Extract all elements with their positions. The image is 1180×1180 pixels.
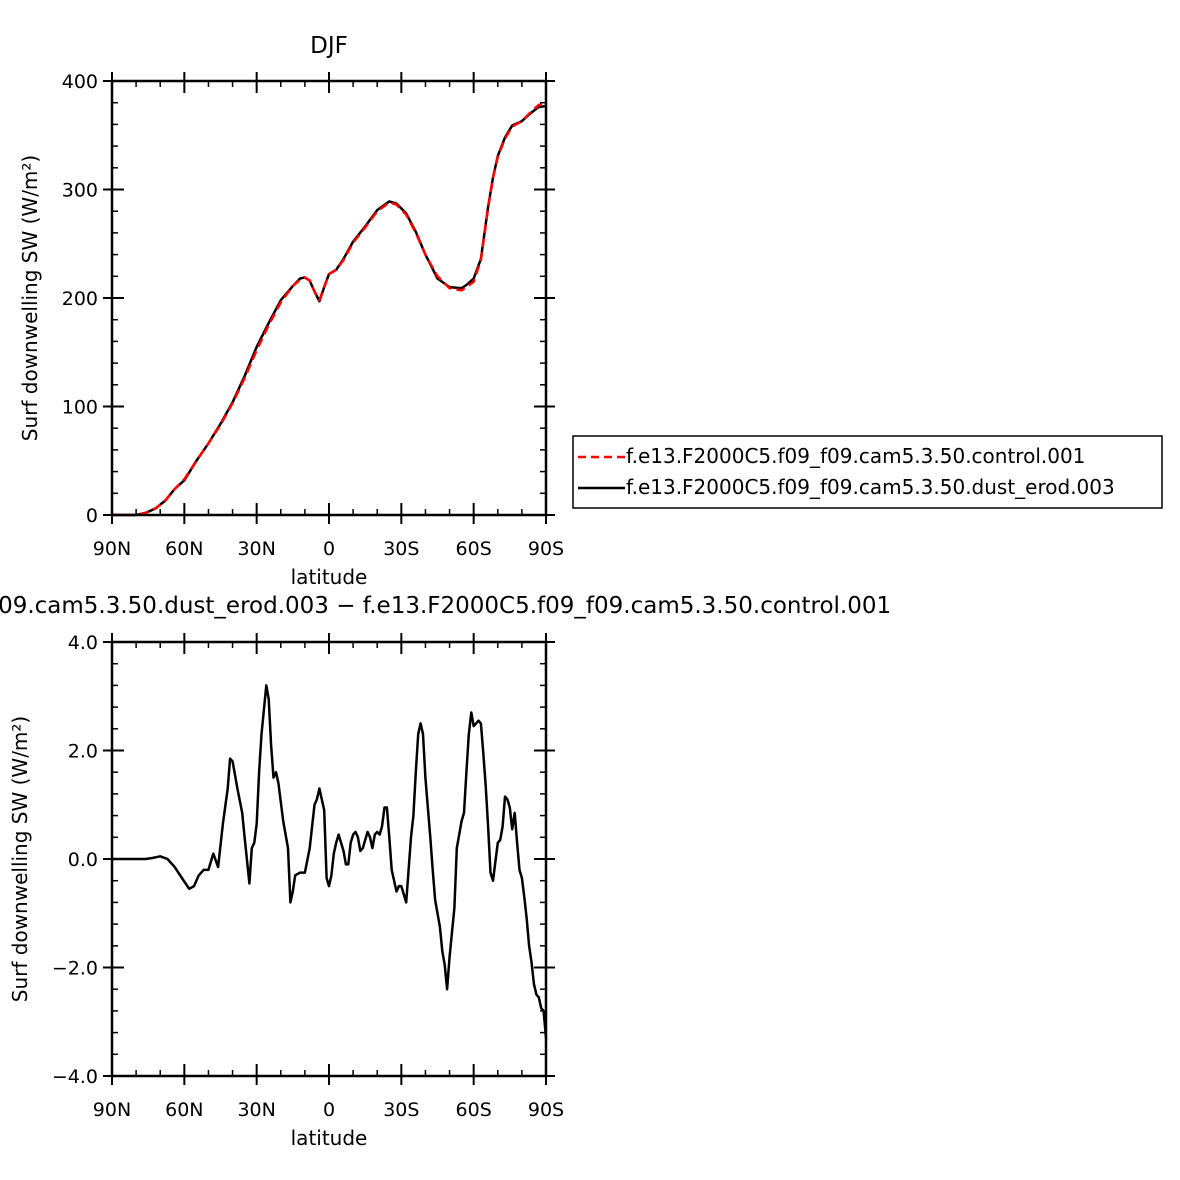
top-y-tick-label: 300 — [62, 180, 98, 202]
bottom-x-axis-label: latitude — [291, 1126, 368, 1150]
bottom-y-tick-label: 2.0 — [68, 741, 98, 763]
bottom-y-tick-label: 0.0 — [68, 849, 98, 871]
top-x-tick-label: 30S — [383, 538, 419, 560]
bottom-x-tick-label: 60N — [165, 1099, 203, 1121]
bottom-y-axis-label: Surf downwelling SW (W/m²) — [8, 716, 32, 1002]
bottom-x-tick-label: 90N — [93, 1099, 131, 1121]
top-plot-frame — [110, 79, 548, 517]
bottom-y-ticks: −4.0 −2.0 0.0 2.0 4.0 — [52, 632, 555, 1088]
bottom-y-tick-label: −4.0 — [52, 1066, 98, 1088]
bottom-x-tick-label: 30S — [383, 1099, 419, 1121]
top-chart-title: DJF — [310, 33, 348, 59]
top-x-ticks: 90N 60N 30N 0 30S 60S 90S — [93, 72, 564, 560]
top-x-tick-label: 30N — [237, 538, 275, 560]
top-chart: DJF 0 100 200 300 400 90N 60N 30N 0 30S 60S 90S la… — [18, 33, 564, 589]
top-x-tick-label: 90S — [528, 538, 564, 560]
bottom-x-tick-label: 90S — [528, 1099, 564, 1121]
bottom-y-tick-label: 4.0 — [68, 632, 98, 654]
bottom-chart-title: f.e13.F2000C5.f09_f09.cam5.3.50.dust_ero… — [0, 593, 891, 619]
top-y-axis-label: Surf downwelling SW (W/m²) — [18, 155, 42, 441]
bottom-plot-frame — [110, 640, 548, 1078]
top-x-tick-label: 60N — [165, 538, 203, 560]
top-y-ticks: 0 100 200 300 400 — [62, 71, 555, 527]
legend-label-control: f.e13.F2000C5.f09_f09.cam5.3.50.control.… — [626, 444, 1085, 468]
legend: f.e13.F2000C5.f09_f09.cam5.3.50.control.… — [572, 435, 1163, 509]
top-x-tick-label: 90N — [93, 538, 131, 560]
top-series-line-1 — [112, 104, 547, 517]
bottom-series-line-0 — [112, 684, 548, 1039]
top-y-tick-label: 200 — [62, 288, 98, 310]
top-y-tick-label: 100 — [62, 397, 98, 419]
top-x-tick-label: 60S — [456, 538, 492, 560]
bottom-series — [112, 684, 548, 1039]
top-y-tick-label: 0 — [86, 505, 98, 527]
top-series-line-0 — [112, 102, 547, 517]
bottom-x-tick-label: 0 — [323, 1099, 335, 1121]
top-y-tick-label: 400 — [62, 71, 98, 93]
top-x-tick-label: 0 — [323, 538, 335, 560]
legend-box — [572, 435, 1163, 509]
bottom-x-tick-label: 30N — [237, 1099, 275, 1121]
legend-label-dust-erod: f.e13.F2000C5.f09_f09.cam5.3.50.dust_ero… — [626, 475, 1115, 499]
bottom-x-tick-label: 60S — [456, 1099, 492, 1121]
bottom-y-tick-label: −2.0 — [52, 958, 98, 980]
top-x-axis-label: latitude — [291, 565, 368, 589]
top-series — [112, 102, 547, 517]
bottom-chart: f.e13.F2000C5.f09_f09.cam5.3.50.dust_ero… — [0, 593, 891, 1150]
